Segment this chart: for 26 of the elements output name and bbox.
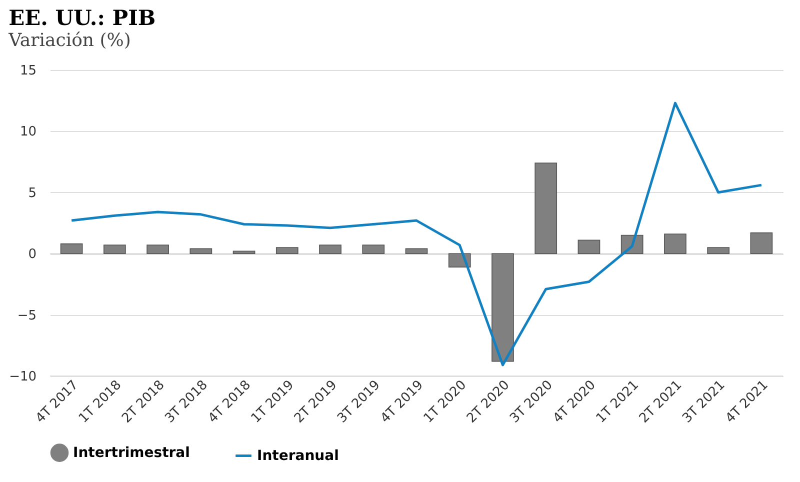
bar bbox=[362, 244, 385, 254]
bar bbox=[190, 248, 212, 254]
y-tick-label: 0 bbox=[28, 247, 36, 262]
bar bbox=[146, 244, 169, 254]
bar bbox=[707, 247, 730, 254]
bar bbox=[60, 243, 83, 254]
y-tick-label: 5 bbox=[28, 186, 36, 201]
bar bbox=[578, 240, 600, 254]
legend-label: Intertrimestral bbox=[73, 444, 190, 461]
chart-subtitle: Variación (%) bbox=[8, 30, 131, 51]
legend-label: Interanual bbox=[257, 448, 339, 464]
bar bbox=[492, 253, 514, 362]
bar bbox=[534, 162, 558, 254]
y-tick-label: −5 bbox=[17, 308, 36, 324]
bar bbox=[405, 248, 428, 254]
y-tick-label: −10 bbox=[9, 370, 36, 384]
bar bbox=[664, 234, 686, 254]
line-series bbox=[70, 102, 763, 366]
bar bbox=[319, 244, 342, 254]
chart-title: EE. UU.: PIB bbox=[8, 5, 156, 30]
bar bbox=[750, 232, 773, 254]
y-tick-label: 15 bbox=[20, 64, 36, 78]
bar bbox=[103, 244, 126, 254]
bar bbox=[232, 250, 256, 254]
bar bbox=[276, 247, 298, 254]
y-tick-label: 10 bbox=[20, 124, 36, 140]
